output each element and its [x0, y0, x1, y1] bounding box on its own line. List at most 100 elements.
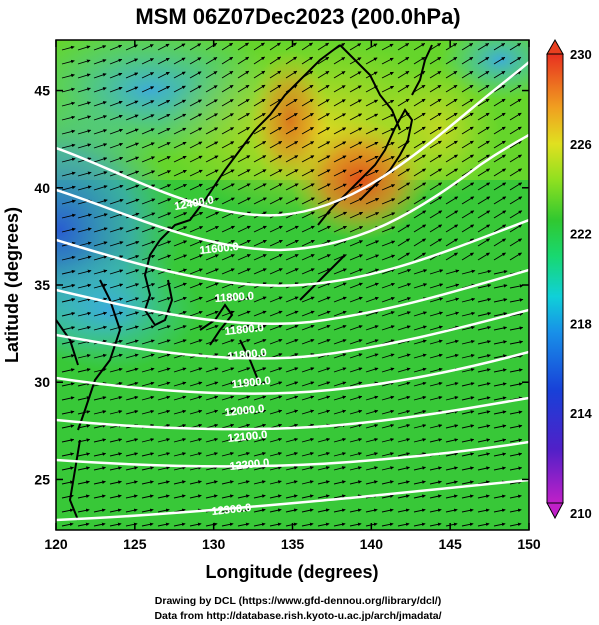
wind-arrow — [413, 238, 427, 247]
wind-arrow — [141, 268, 156, 275]
wind-arrow — [477, 269, 492, 275]
wind-arrow — [413, 424, 427, 429]
wind-arrow — [461, 210, 475, 219]
contour-label: 12200.0 — [229, 457, 270, 473]
wind-arrow — [365, 282, 379, 289]
wind-arrow — [125, 409, 139, 415]
wind-arrow — [93, 311, 108, 317]
wind-arrow — [333, 522, 346, 527]
wind-arrow — [269, 155, 283, 163]
wind-arrow — [445, 466, 458, 471]
wind-arrow — [77, 480, 90, 485]
wind-arrow — [429, 311, 443, 317]
wind-arrow — [189, 240, 203, 247]
wind-arrow — [381, 311, 395, 317]
wind-arrow — [333, 99, 346, 107]
wind-arrow — [125, 44, 138, 51]
wind-arrow — [317, 141, 331, 149]
wind-arrow — [125, 283, 140, 289]
wind-arrow — [349, 409, 363, 415]
wind-arrow — [205, 42, 218, 51]
wind-arrow — [365, 395, 379, 401]
wind-arrow — [365, 268, 379, 275]
wind-arrow — [285, 126, 298, 135]
x-axis-label: Longitude (degrees) — [205, 562, 378, 582]
wind-arrow — [61, 45, 75, 51]
wind-arrow — [93, 367, 107, 373]
wind-arrow — [221, 480, 234, 485]
wind-arrow — [509, 368, 523, 373]
wind-arrow — [397, 168, 411, 177]
wind-arrow — [205, 466, 218, 471]
wind-arrow — [317, 254, 331, 261]
wind-arrow — [317, 225, 331, 233]
y-tick-label: 30 — [34, 374, 50, 390]
wind-arrow — [461, 382, 475, 387]
wind-arrow — [477, 126, 490, 135]
wind-arrow — [349, 268, 363, 275]
wind-arrow — [477, 410, 491, 415]
wind-arrow — [285, 395, 299, 401]
wind-arrow — [125, 255, 140, 261]
wind-arrow — [461, 70, 474, 79]
wind-arrow — [429, 522, 442, 527]
wind-arrow — [125, 142, 139, 149]
wind-arrow — [205, 211, 220, 219]
wind-arrow — [493, 196, 507, 205]
wind-arrow — [205, 480, 218, 485]
wind-arrow — [77, 283, 92, 289]
wind-arrow — [397, 381, 411, 387]
wind-arrow — [445, 168, 459, 177]
wind-arrow — [253, 296, 267, 303]
wind-arrow — [125, 86, 139, 93]
wind-arrow — [189, 325, 203, 331]
wind-arrow — [157, 353, 171, 359]
wind-arrow — [317, 197, 331, 205]
wind-arrow — [221, 268, 235, 275]
wind-arrow — [205, 71, 218, 79]
wind-arrow — [125, 466, 138, 471]
wind-arrow — [429, 353, 443, 359]
wind-arrow — [109, 156, 124, 163]
wind-arrow — [477, 424, 491, 429]
wind-arrow — [221, 70, 234, 79]
wind-arrow — [221, 169, 235, 177]
wind-arrow — [61, 424, 75, 429]
wind-arrow — [493, 56, 506, 65]
wind-arrow — [429, 381, 443, 387]
wind-arrow — [365, 240, 380, 247]
wind-arrow — [109, 269, 124, 275]
wind-arrow — [253, 268, 267, 275]
wind-arrow — [237, 56, 250, 65]
wind-arrow — [301, 155, 315, 163]
wind-arrow — [269, 409, 283, 415]
wind-arrow — [413, 311, 427, 317]
wind-arrow — [381, 43, 394, 51]
wind-arrow — [493, 224, 507, 233]
wind-arrow — [301, 310, 315, 317]
wind-arrow — [493, 70, 506, 79]
footer-source: Data from http://database.rish.kyoto-u.a… — [154, 610, 441, 622]
wind-arrow — [445, 238, 459, 247]
wind-arrow — [301, 466, 314, 471]
wind-arrow — [205, 437, 219, 443]
wind-arrow — [445, 339, 459, 345]
wind-arrow — [189, 310, 203, 317]
wind-arrow — [381, 409, 395, 415]
wind-arrow — [269, 197, 283, 205]
wind-arrow — [269, 395, 283, 401]
wind-arrow — [477, 224, 491, 233]
wind-arrow — [477, 84, 490, 93]
wind-arrow — [109, 128, 123, 135]
wind-arrow — [77, 59, 91, 65]
wind-arrow — [237, 423, 251, 429]
wind-arrow — [285, 409, 299, 415]
wind-arrow — [333, 240, 347, 247]
wind-arrow — [509, 84, 522, 93]
wind-arrow — [349, 211, 364, 219]
wind-arrow — [301, 409, 315, 415]
wind-arrow — [285, 339, 299, 345]
wind-arrow — [429, 210, 443, 219]
contour-label: 11800.0 — [224, 322, 264, 338]
wind-arrow — [461, 154, 474, 163]
